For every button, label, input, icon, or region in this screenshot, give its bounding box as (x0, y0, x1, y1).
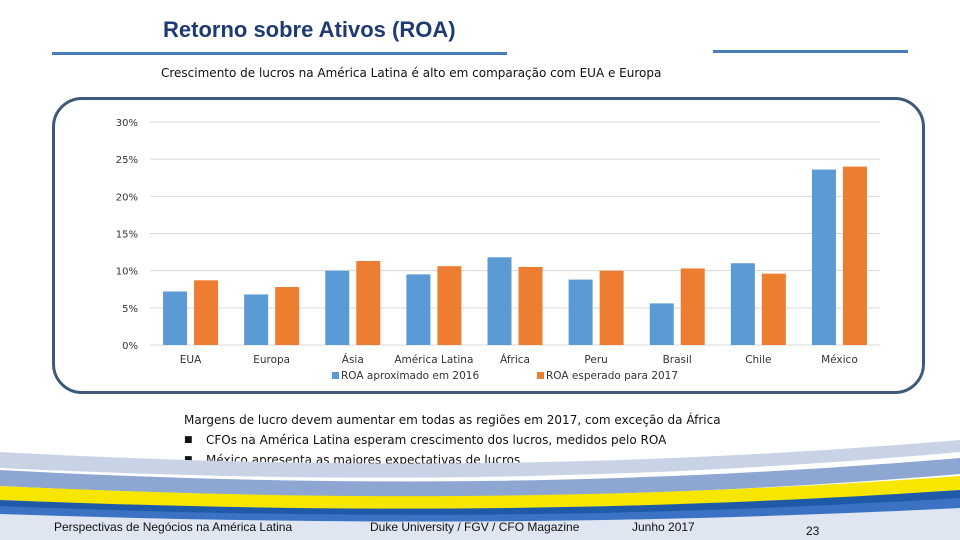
x-tick-label: Ásia (342, 353, 364, 366)
footer-left: Perspectivas de Negócios na América Lati… (54, 520, 293, 534)
bar-2017 (680, 268, 705, 345)
notes-bullet-1: ■ CFOs na América Latina esperam crescim… (184, 430, 721, 450)
roa-bar-chart: 0% 5% 10% 15% 20% 25% 30% EUA Europa Ásia América … (116, 118, 880, 382)
chart-subtitle: Crescimento de lucros na América Latina … (161, 66, 662, 80)
bar-2016 (730, 263, 755, 345)
bar-2016 (649, 303, 674, 345)
bullet-icon: ■ (184, 455, 193, 465)
legend-swatch (332, 372, 339, 379)
notes-bullet-text-2: México apresenta as maiores expectativas… (206, 453, 521, 467)
x-tick-label: Chile (745, 354, 771, 366)
notes-bullet-2: ■ México apresenta as maiores expectativ… (184, 450, 721, 470)
notes-heading: Margens de lucro devem aumentar em todas… (184, 413, 721, 427)
bar-2016 (163, 291, 188, 345)
bar-2016 (325, 270, 350, 345)
bullet-icon: ■ (184, 435, 193, 445)
title-underline-right (713, 50, 908, 53)
bar-2016 (406, 274, 431, 345)
bar-2017 (599, 270, 624, 345)
y-tick-label: 20% (116, 192, 138, 203)
y-tick-label: 0% (122, 341, 138, 352)
bar-2017 (356, 261, 381, 345)
x-tick-label: EUA (180, 354, 202, 366)
y-tick-label: 10% (116, 267, 138, 278)
y-tick-label: 15% (116, 230, 138, 241)
x-tick-label: África (500, 353, 530, 366)
bar-2017 (437, 266, 462, 345)
y-tick-label: 5% (122, 304, 138, 315)
footer-date: Junho 2017 (632, 520, 695, 534)
legend-label: ROA esperado para 2017 (546, 370, 678, 382)
bar-2016 (487, 257, 512, 345)
bar-2017 (275, 287, 300, 345)
y-tick-label: 25% (116, 155, 138, 166)
slide-title: Retorno sobre Ativos (ROA) (163, 17, 456, 42)
bar-2016 (811, 169, 836, 345)
bar-2017 (518, 266, 543, 345)
bar-2017 (194, 280, 219, 345)
notes-bullet-text-1: CFOs na América Latina esperam crescimen… (206, 433, 667, 447)
x-tick-label: América Latina (394, 354, 473, 366)
bar-2016 (568, 279, 593, 345)
x-tick-label: Peru (584, 354, 607, 366)
footer-center: Duke University / FGV / CFO Magazine (370, 520, 580, 534)
chart-frame (52, 97, 925, 394)
y-tick-label: 30% (116, 118, 138, 129)
legend-swatch (537, 372, 544, 379)
notes-block: Margens de lucro devem aumentar em todas… (184, 410, 721, 470)
title-underline-left (52, 52, 507, 55)
legend-label: ROA aproximado em 2016 (341, 370, 479, 382)
x-tick-label: Brasil (663, 354, 692, 366)
bar-2017 (842, 166, 867, 345)
bar-2017 (761, 273, 786, 345)
x-tick-label: Europa (253, 354, 290, 366)
x-tick-label: México (821, 354, 858, 366)
bar-2016 (244, 294, 269, 345)
page-number: 23 (806, 524, 820, 538)
